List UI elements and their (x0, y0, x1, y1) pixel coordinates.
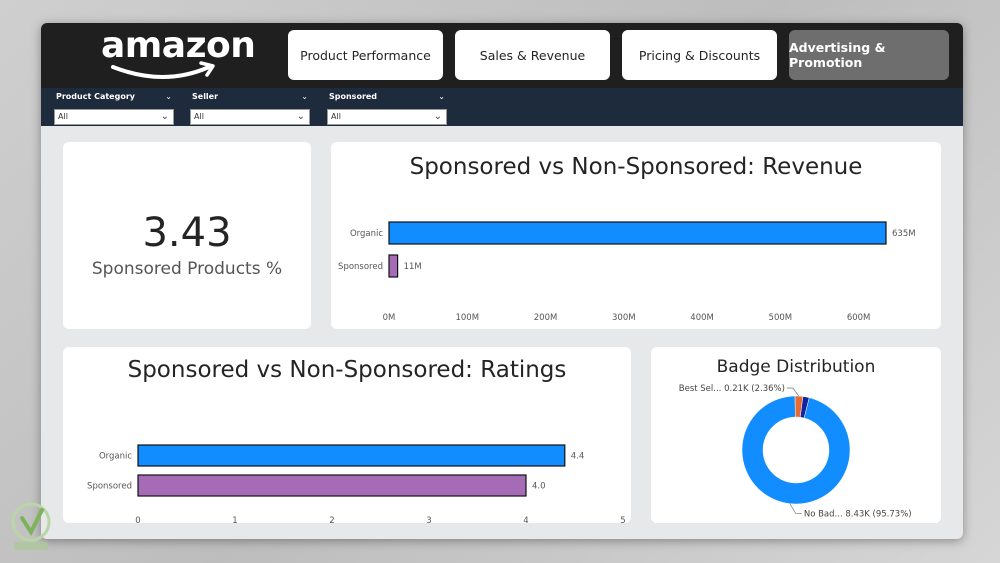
leader-line (789, 503, 802, 515)
x-tick-label: 5 (620, 516, 625, 523)
data-label: 4.0 (532, 482, 546, 492)
x-tick-label: 0M (383, 313, 396, 323)
chevron-down-icon: ⌄ (296, 111, 305, 122)
seller-dropdown[interactable]: All ⌄ (190, 109, 310, 125)
leader-line (786, 387, 800, 397)
product-category-dropdown[interactable]: All ⌄ (54, 109, 174, 125)
dropdown-value: All (194, 112, 204, 121)
chevron-down-icon: ⌄ (433, 111, 442, 122)
slicer-label: Product Category (56, 92, 135, 101)
category-label: Sponsored (87, 482, 132, 492)
badge-chart-card: Badge Distribution Best Sel... 0.21K (2.… (651, 347, 941, 523)
kpi-card: 3.43 Sponsored Products % (63, 142, 311, 329)
filter-bar: Product Category ⌄ All ⌄ Seller ⌄ All ⌄ … (41, 88, 963, 126)
bar-sponsored[interactable] (137, 474, 527, 497)
sponsored-dropdown[interactable]: All ⌄ (327, 109, 447, 125)
logo-text: amazon (101, 25, 256, 66)
nav-product-performance[interactable]: Product Performance (288, 30, 443, 80)
bar-organic[interactable] (137, 444, 566, 467)
amazon-logo: amazon (99, 25, 256, 83)
data-label: 11M (404, 262, 422, 272)
x-tick-label: 4 (523, 516, 528, 523)
x-tick-label: 0 (135, 516, 140, 523)
x-tick-label: 600M (847, 313, 871, 323)
slice-label: No Bad... 8.43K (95.73%) (804, 510, 912, 520)
nav-sales-revenue[interactable]: Sales & Revenue (455, 30, 610, 80)
chevron-down-icon[interactable]: ⌄ (165, 92, 172, 101)
nav-pricing-discounts[interactable]: Pricing & Discounts (622, 30, 777, 80)
badge-donut-chart: Best Sel... 0.21K (2.36%) No Bad... 8.43K… (679, 384, 912, 520)
slicer-product-category: Product Category ⌄ All ⌄ (54, 91, 174, 125)
revenue-chart-card: Sponsored vs Non-Sponsored: Revenue Orga… (331, 142, 941, 329)
slice-label: Best Sel... 0.21K (2.36%) (679, 384, 785, 394)
chart-title: Sponsored vs Non-Sponsored: Revenue (409, 154, 863, 180)
dropdown-value: All (331, 112, 341, 121)
data-label: 635M (892, 229, 916, 239)
category-label: Sponsored (338, 262, 383, 272)
slicer-seller: Seller ⌄ All ⌄ (190, 91, 310, 125)
data-label: 4.4 (571, 452, 585, 462)
x-tick-label: 300M (612, 313, 636, 323)
donut-slice[interactable] (741, 395, 851, 505)
x-tick-label: 1 (232, 516, 237, 523)
chart-title: Badge Distribution (716, 357, 876, 377)
category-label: Organic (99, 452, 132, 462)
slicer-label: Seller (192, 92, 219, 101)
x-tick-label: 100M (455, 313, 479, 323)
smile-arrow-icon (111, 61, 215, 79)
revenue-bar-chart: Organic 635M Sponsored 11M 0M 100M 200M 300M 400… (338, 221, 916, 323)
x-tick-label: 400M (690, 313, 714, 323)
x-tick-label: 200M (534, 313, 558, 323)
category-label: Organic (350, 229, 383, 239)
ratings-bar-chart: Organic 4.4 Sponsored 4.0 0 1 2 3 4 5 (87, 444, 626, 523)
bar-organic[interactable] (388, 221, 887, 245)
chart-title: Sponsored vs Non-Sponsored: Ratings (127, 357, 567, 383)
dropdown-value: All (58, 112, 68, 121)
chevron-down-icon[interactable]: ⌄ (438, 92, 445, 101)
chevron-down-icon[interactable]: ⌄ (301, 92, 308, 101)
chevron-down-icon: ⌄ (160, 111, 169, 122)
watermark-logo-icon (11, 502, 51, 550)
x-tick-label: 3 (426, 516, 431, 523)
kpi-label: Sponsored Products % (91, 259, 283, 279)
kpi-value: 3.43 (142, 210, 232, 256)
top-bar: amazon Product Performance Sales & Reven… (41, 23, 963, 88)
ratings-chart-card: Sponsored vs Non-Sponsored: Ratings Orga… (63, 347, 631, 523)
nav-advertising-promotion[interactable]: Advertising & Promotion (789, 30, 949, 80)
x-tick-label: 2 (329, 516, 334, 523)
bar-sponsored[interactable] (388, 254, 399, 278)
slicer-label: Sponsored (329, 92, 378, 101)
dashboard-frame: amazon Product Performance Sales & Reven… (41, 23, 963, 539)
slicer-sponsored: Sponsored ⌄ All ⌄ (327, 91, 447, 125)
x-tick-label: 500M (769, 313, 793, 323)
